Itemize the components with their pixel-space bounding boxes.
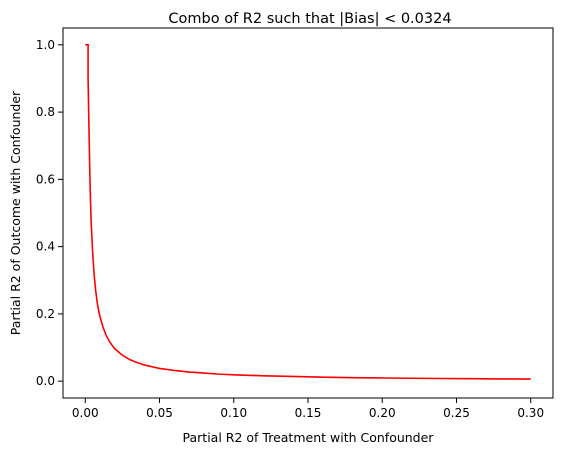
y-tick-label: 0.4 bbox=[36, 240, 55, 254]
y-axis-label: Partial R2 of Outcome with Confounder bbox=[8, 90, 23, 335]
y-tick-label: 0.6 bbox=[36, 172, 55, 186]
chart-title: Combo of R2 such that |Bias| < 0.0324 bbox=[168, 11, 451, 27]
y-tick-label: 0.2 bbox=[36, 307, 55, 321]
x-axis-label: Partial R2 of Treatment with Confounder bbox=[183, 430, 435, 445]
plot-area: 0.00 0.05 0.10 0.15 0.20 0.25 0.30 0.00.20.40.… bbox=[36, 27, 554, 420]
x-tick-label: 0.30 bbox=[517, 406, 544, 420]
y-tick-label: 1.0 bbox=[36, 38, 55, 52]
x-tick-label: 0.20 bbox=[369, 406, 396, 420]
y-tick-label: 0.8 bbox=[36, 105, 55, 119]
axes-frame bbox=[62, 27, 554, 399]
x-tick-label: 0.15 bbox=[295, 406, 322, 420]
x-tick-label: 0.10 bbox=[220, 406, 247, 420]
x-tick-label: 0.25 bbox=[443, 406, 470, 420]
x-tick-label: 0.00 bbox=[72, 406, 99, 420]
series-line bbox=[85, 44, 531, 380]
y-tick-label: 0.0 bbox=[36, 374, 55, 388]
y-axis-ticks: 0.0 0.2 0.4 0.6 0.8 1.0 bbox=[36, 38, 63, 388]
x-tick-label: 0.05 bbox=[146, 406, 173, 420]
x-axis-ticks: 0.00 0.05 0.10 0.15 0.20 0.25 0.30 bbox=[72, 398, 544, 420]
